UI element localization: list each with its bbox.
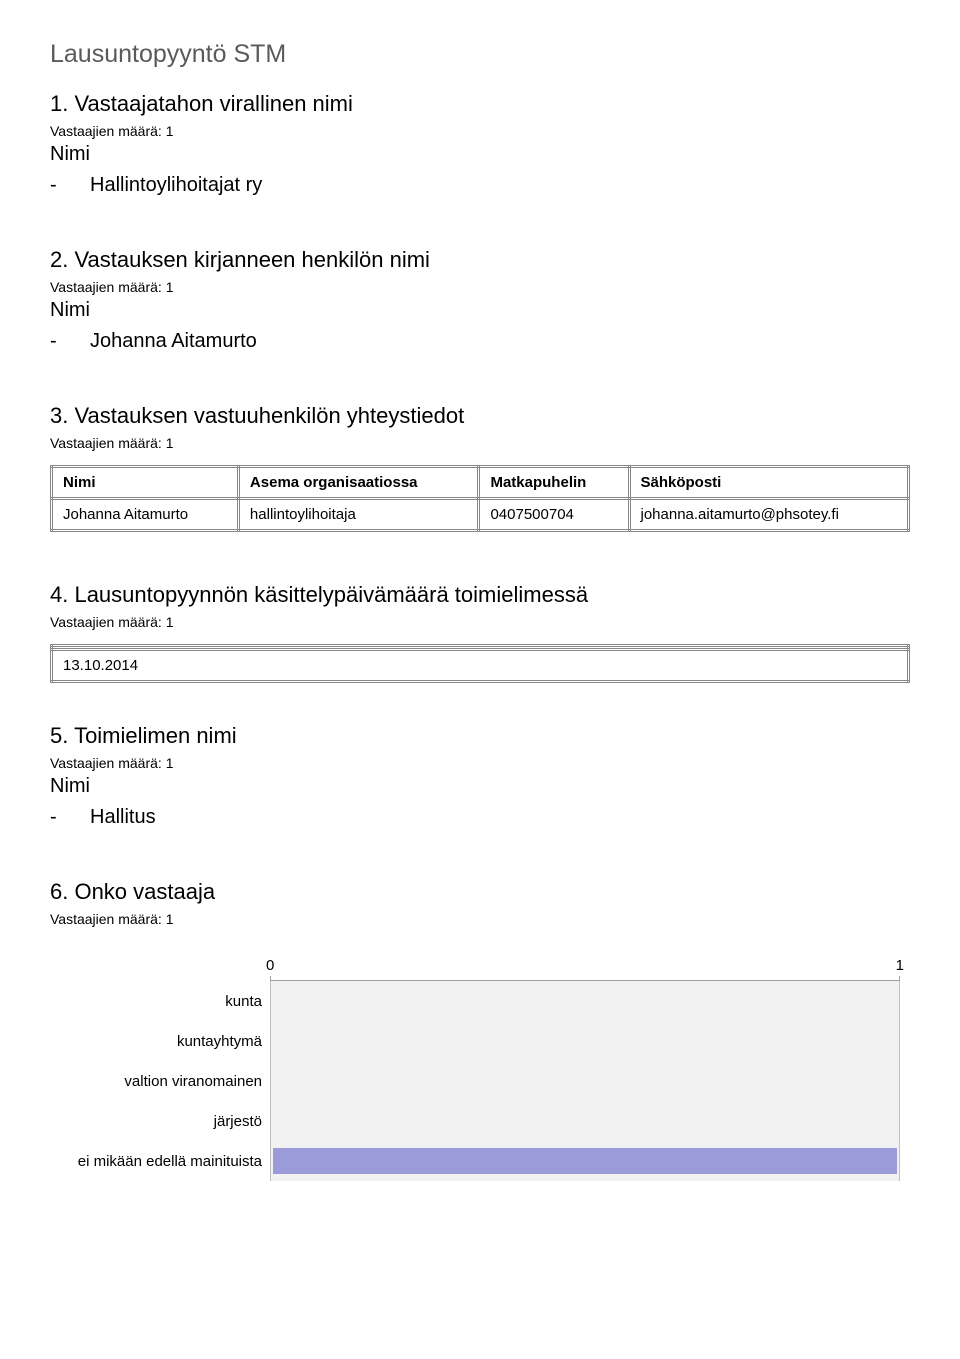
- category-label: kunta: [50, 981, 270, 1021]
- section-3-title: 3. Vastauksen vastuuhenkilön yhteystiedo…: [50, 403, 910, 429]
- section-2-count: Vastaajien määrä: 1: [50, 279, 910, 295]
- date-table: 13.10.2014: [50, 644, 910, 683]
- section-2-label: Nimi: [50, 299, 910, 322]
- dash: -: [50, 330, 90, 353]
- section-5-title: 5. Toimielimen nimi: [50, 723, 910, 749]
- section-4-title: 4. Lausuntopyynnön käsittelypäivämäärä t…: [50, 582, 910, 608]
- section-6-title: 6. Onko vastaaja: [50, 879, 910, 905]
- category-label: valtion viranomainen: [50, 1061, 270, 1101]
- section-5-count: Vastaajien määrä: 1: [50, 755, 910, 771]
- td-nimi: Johanna Aitamurto: [52, 499, 239, 531]
- section-6-count: Vastaajien määrä: 1: [50, 911, 910, 927]
- category-label: ei mikään edellä mainituista: [50, 1141, 270, 1181]
- section-1-title: 1. Vastaajatahon virallinen nimi: [50, 91, 910, 117]
- section-1-label: Nimi: [50, 143, 910, 166]
- category-label: kuntayhtymä: [50, 1021, 270, 1061]
- td-matkapuhelin: 0407500704: [479, 499, 629, 531]
- xtick-1: 1: [896, 957, 904, 974]
- section-1-item: -Hallintoylihoitajat ry: [50, 174, 910, 197]
- bar-row: [271, 1141, 899, 1181]
- section-2-item: -Johanna Aitamurto: [50, 330, 910, 353]
- x-axis: 0 1: [270, 957, 900, 981]
- section-5-label: Nimi: [50, 775, 910, 798]
- plot-area: [270, 981, 900, 1181]
- page-title: Lausuntopyyntö STM: [50, 40, 910, 69]
- th-asema: Asema organisaatiossa: [238, 467, 479, 499]
- dash: -: [50, 806, 90, 829]
- section-3-count: Vastaajien määrä: 1: [50, 435, 910, 451]
- section-2-title: 2. Vastauksen kirjanneen henkilön nimi: [50, 247, 910, 273]
- section-1-count: Vastaajien määrä: 1: [50, 123, 910, 139]
- td-asema: hallintoylihoitaja: [238, 499, 479, 531]
- bar-row: [271, 1021, 899, 1061]
- bar-row: [271, 1061, 899, 1101]
- contact-table: Nimi Asema organisaatiossa Matkapuhelin …: [50, 465, 910, 532]
- th-sahkoposti: Sähköposti: [629, 467, 909, 499]
- th-nimi: Nimi: [52, 467, 239, 499]
- date-cell: 13.10.2014: [52, 650, 909, 682]
- xtick-0: 0: [266, 957, 274, 974]
- section-5-value: Hallitus: [90, 806, 156, 828]
- dash: -: [50, 174, 90, 197]
- bar-chart: 0 1 kuntakuntayhtymävaltion viranomainen…: [50, 957, 910, 1181]
- td-sahkoposti: johanna.aitamurto@phsotey.fi: [629, 499, 909, 531]
- category-label: järjestö: [50, 1101, 270, 1141]
- bar-fill: [273, 1148, 897, 1174]
- bar-row: [271, 981, 899, 1021]
- bars-container: kuntakuntayhtymävaltion viranomainenjärj…: [50, 981, 910, 1181]
- section-4-count: Vastaajien määrä: 1: [50, 614, 910, 630]
- section-1-value: Hallintoylihoitajat ry: [90, 174, 262, 196]
- section-2-value: Johanna Aitamurto: [90, 330, 257, 352]
- table-row: 13.10.2014: [52, 650, 909, 682]
- bar-row: [271, 1101, 899, 1141]
- table-row: Johanna Aitamurto hallintoylihoitaja 040…: [52, 499, 909, 531]
- table-header-row: Nimi Asema organisaatiossa Matkapuhelin …: [52, 467, 909, 499]
- section-5-item: -Hallitus: [50, 806, 910, 829]
- category-labels: kuntakuntayhtymävaltion viranomainenjärj…: [50, 981, 270, 1181]
- th-matkapuhelin: Matkapuhelin: [479, 467, 629, 499]
